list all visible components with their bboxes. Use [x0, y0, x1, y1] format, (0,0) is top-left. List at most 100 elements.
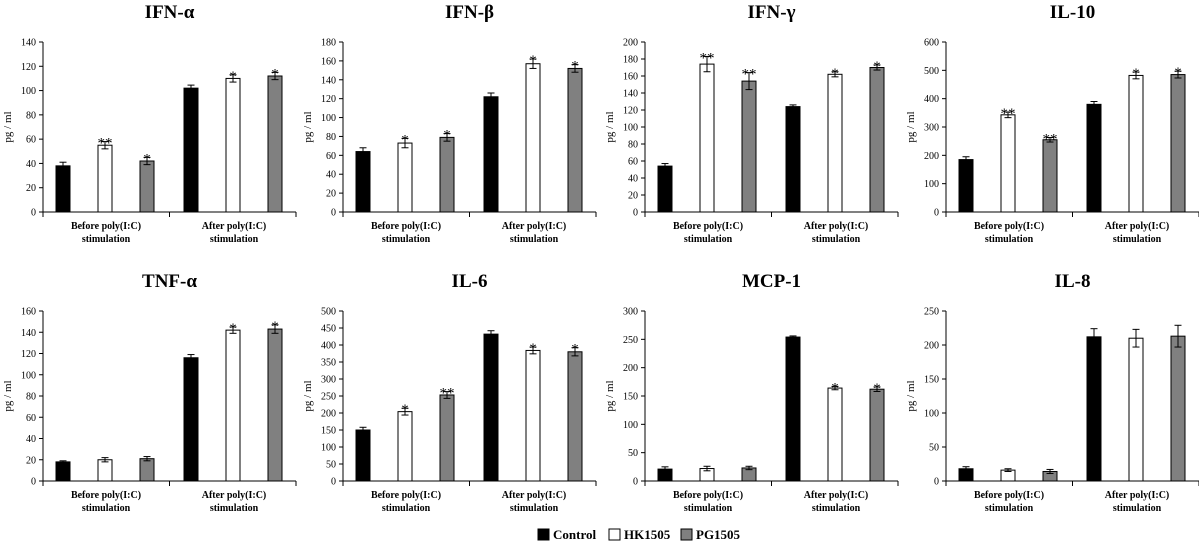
chart-title: MCP-1: [742, 271, 801, 292]
y-tick-label: 0: [934, 208, 939, 219]
y-tick-label: 140: [21, 38, 36, 49]
significance-mark: *: [529, 53, 537, 69]
significance-mark: **: [98, 136, 113, 152]
legend-swatch: [608, 528, 621, 541]
bar: [785, 106, 801, 213]
legend-label: HK1505: [624, 527, 671, 542]
bar: [225, 77, 241, 213]
significance-mark: **: [1043, 131, 1058, 147]
significance-mark: **: [1001, 106, 1016, 122]
x-group-label: stimulation: [812, 503, 861, 514]
x-group-label: stimulation: [210, 234, 259, 245]
bar: [1170, 74, 1186, 213]
y-tick-label: 300: [321, 375, 336, 386]
y-tick-label: 0: [31, 208, 36, 219]
bar: [139, 160, 155, 213]
bar: [483, 96, 499, 213]
chart-panels: IFN-αpg / ml020406080100120140*****Befor…: [2, 2, 1199, 514]
significance-mark: *: [571, 342, 579, 358]
x-group-label: stimulation: [510, 503, 559, 514]
y-tick-label: 300: [623, 307, 638, 318]
bar: [355, 151, 371, 213]
y-tick-label: 40: [26, 434, 36, 445]
y-axis-label: pg / ml: [302, 380, 314, 411]
significance-mark: *: [271, 319, 279, 335]
significance-mark: **: [700, 50, 715, 66]
significance-mark: *: [229, 69, 237, 85]
chart-title: IL-8: [1055, 271, 1091, 292]
significance-mark: *: [443, 128, 451, 144]
bar: [55, 165, 71, 213]
y-tick-label: 150: [623, 392, 638, 403]
bar: [827, 73, 843, 213]
x-group-label: Before poly(I:C): [673, 490, 743, 501]
bar: [657, 165, 673, 213]
bar: [785, 336, 801, 482]
bar: [827, 387, 843, 482]
y-axis-label: pg / ml: [604, 111, 616, 142]
significance-mark: **: [742, 67, 757, 83]
x-group-label: After poly(I:C): [202, 490, 267, 501]
significance-mark: *: [229, 321, 237, 337]
bar: [869, 67, 885, 213]
y-tick-label: 60: [326, 151, 336, 162]
y-tick-label: 50: [929, 443, 939, 454]
bar: [55, 461, 71, 482]
significance-mark: *: [873, 59, 881, 75]
chart-panel: TNF-α pg / ml 0 20 40 60 80 100 120 140 160 * * Befor…: [2, 271, 297, 514]
y-tick-label: 20: [628, 191, 638, 202]
significance-mark: *: [529, 341, 537, 357]
y-tick-label: 160: [21, 307, 36, 318]
bar: [741, 80, 757, 213]
y-tick-label: 40: [26, 159, 36, 170]
x-group-label: Before poly(I:C): [71, 490, 141, 501]
x-group-label: stimulation: [985, 503, 1034, 514]
y-tick-label: 160: [321, 56, 336, 67]
y-axis-label: pg / ml: [604, 380, 616, 411]
y-tick-label: 40: [326, 170, 336, 181]
y-tick-label: 0: [633, 477, 638, 488]
y-tick-label: 100: [623, 123, 638, 134]
y-tick-label: 100: [924, 179, 939, 190]
bar: [397, 411, 413, 482]
chart-panel: IL-6 pg / ml 0 50 100 150 200 250 300 350 400 450 50…: [302, 271, 597, 514]
y-tick-label: 100: [924, 409, 939, 420]
y-tick-label: 80: [628, 140, 638, 151]
bar: [525, 63, 541, 213]
x-group-label: Before poly(I:C): [673, 221, 743, 232]
x-group-label: After poly(I:C): [804, 490, 869, 501]
y-tick-label: 140: [321, 75, 336, 86]
significance-mark: *: [831, 380, 839, 396]
x-group-label: Before poly(I:C): [371, 221, 441, 232]
y-tick-label: 60: [26, 135, 36, 146]
y-tick-label: 120: [623, 106, 638, 117]
bar: [397, 142, 413, 213]
y-tick-label: 20: [326, 189, 336, 200]
x-group-label: stimulation: [812, 234, 861, 245]
x-group-label: stimulation: [985, 234, 1034, 245]
y-tick-label: 120: [21, 349, 36, 360]
legend-label: PG1505: [696, 527, 741, 542]
y-tick-label: 400: [321, 341, 336, 352]
bar: [567, 351, 583, 482]
bar: [699, 63, 715, 213]
x-group-label: Before poly(I:C): [974, 490, 1044, 501]
legend-item: PG1505: [680, 527, 741, 542]
y-tick-label: 150: [321, 426, 336, 437]
bar: [1086, 336, 1102, 482]
y-axis-label: pg / ml: [2, 380, 14, 411]
legend-label: Control: [553, 527, 596, 542]
y-tick-label: 0: [633, 208, 638, 219]
bar: [267, 328, 283, 482]
legend-item: Control: [537, 527, 596, 542]
significance-mark: *: [401, 402, 409, 418]
y-axis-label: pg / ml: [302, 111, 314, 142]
y-tick-label: 80: [26, 110, 36, 121]
y-tick-label: 500: [321, 307, 336, 318]
y-tick-label: 180: [321, 38, 336, 49]
y-tick-label: 100: [21, 86, 36, 97]
x-group-label: stimulation: [1113, 503, 1162, 514]
significance-mark: *: [271, 66, 279, 82]
